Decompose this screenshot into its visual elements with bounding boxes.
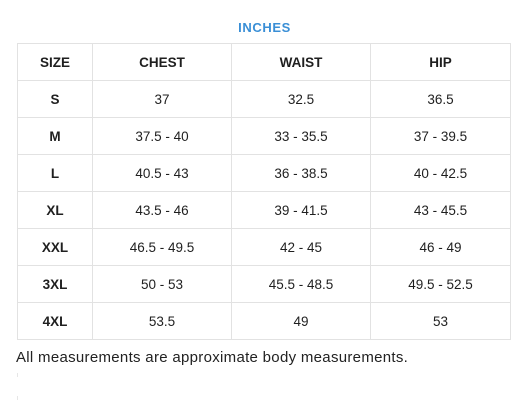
size-cell: M	[17, 117, 93, 155]
table-header-row: SIZE CHEST WAIST HIP	[17, 43, 511, 81]
size-cell: XXL	[17, 228, 93, 266]
size-cell: 4XL	[17, 302, 93, 340]
chest-cell: 46.5 - 49.5	[92, 228, 232, 266]
hip-cell: 40 - 42.5	[370, 154, 511, 192]
chest-cell: 37	[92, 80, 232, 118]
column-header-hip: HIP	[370, 43, 511, 81]
waist-cell: 42 - 45	[231, 228, 371, 266]
hip-cell: 36.5	[370, 80, 511, 118]
chest-cell: 50 - 53	[92, 265, 232, 303]
waist-cell: 33 - 35.5	[231, 117, 371, 155]
divider-tick	[17, 373, 18, 377]
units-label: INCHES	[238, 20, 291, 35]
size-cell: L	[17, 154, 93, 192]
hip-cell: 49.5 - 52.5	[370, 265, 511, 303]
table-row: 3XL 50 - 53 45.5 - 48.5 49.5 - 52.5	[17, 265, 511, 303]
table-row: 4XL 53.5 49 53	[17, 302, 511, 340]
waist-cell: 49	[231, 302, 371, 340]
size-chart-table: SIZE CHEST WAIST HIP S 37 32.5 36.5 M 37…	[17, 43, 511, 340]
chest-cell: 53.5	[92, 302, 232, 340]
divider-tick	[17, 396, 18, 400]
waist-cell: 36 - 38.5	[231, 154, 371, 192]
size-cell: 3XL	[17, 265, 93, 303]
waist-cell: 39 - 41.5	[231, 191, 371, 229]
hip-cell: 37 - 39.5	[370, 117, 511, 155]
table-row: XL 43.5 - 46 39 - 41.5 43 - 45.5	[17, 191, 511, 229]
table-row: S 37 32.5 36.5	[17, 80, 511, 118]
chest-cell: 43.5 - 46	[92, 191, 232, 229]
waist-cell: 45.5 - 48.5	[231, 265, 371, 303]
hip-cell: 53	[370, 302, 511, 340]
size-cell: XL	[17, 191, 93, 229]
table-row: XXL 46.5 - 49.5 42 - 45 46 - 49	[17, 228, 511, 266]
column-header-size: SIZE	[17, 43, 93, 81]
size-cell: S	[17, 80, 93, 118]
waist-cell: 32.5	[231, 80, 371, 118]
hip-cell: 43 - 45.5	[370, 191, 511, 229]
hip-cell: 46 - 49	[370, 228, 511, 266]
table-row: L 40.5 - 43 36 - 38.5 40 - 42.5	[17, 154, 511, 192]
measurement-note: All measurements are approximate body me…	[16, 349, 409, 366]
chest-cell: 40.5 - 43	[92, 154, 232, 192]
column-header-waist: WAIST	[231, 43, 371, 81]
column-header-chest: CHEST	[92, 43, 232, 81]
chest-cell: 37.5 - 40	[92, 117, 232, 155]
table-row: M 37.5 - 40 33 - 35.5 37 - 39.5	[17, 117, 511, 155]
